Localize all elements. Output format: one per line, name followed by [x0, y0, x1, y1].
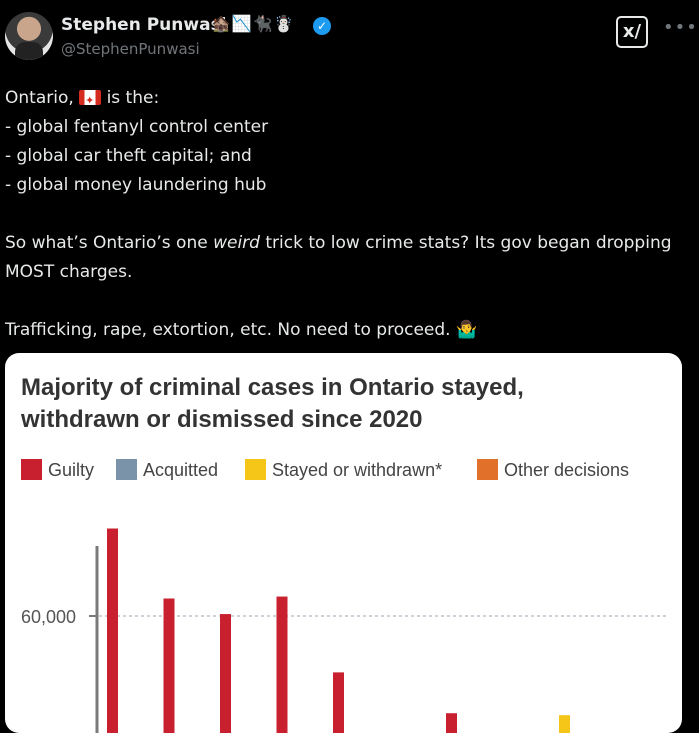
bar-guilty-3 [277, 597, 288, 733]
chart-plot: 60,000 [5, 353, 682, 733]
bar-guilty-6 [446, 713, 457, 733]
canada-flag-icon [79, 90, 101, 105]
bar-guilty-2 [220, 614, 231, 733]
tweet-bullet: - global fentanyl control center [5, 113, 685, 142]
tweet-bullet: - global car theft capital; and [5, 142, 685, 171]
tweet-image-chart[interactable]: Majority of criminal cases in Ontario st… [5, 353, 682, 733]
avatar[interactable] [5, 12, 53, 60]
tweet-paragraph-2: So what’s Ontario’s one weird trick to l… [5, 229, 685, 287]
y-tick-label: 60,000 [21, 607, 76, 627]
tweet-line-1: Ontario, is the: [5, 84, 685, 113]
author-name[interactable]: Stephen Punwasi [61, 15, 227, 35]
grok-icon[interactable]: x/ [616, 16, 648, 48]
more-icon[interactable]: ••• [663, 17, 698, 38]
tweet-paragraph-3: Trafficking, rape, extortion, etc. No ne… [5, 316, 685, 345]
verified-badge-icon[interactable]: ✓ [313, 17, 331, 35]
bar-stayed-or-withdrawn-8 [559, 715, 570, 733]
author-handle[interactable]: @StephenPunwasi [61, 40, 200, 58]
bar-guilty-0 [107, 529, 118, 733]
bar-guilty-4 [333, 672, 344, 733]
bar-guilty-1 [164, 599, 175, 733]
author-name-emojis: 🏚️📉🐈‍⬛☃️ [211, 14, 295, 33]
tweet-bullet: - global money laundering hub [5, 171, 685, 200]
tweet-text: Ontario, is the: - global fentanyl contr… [5, 84, 685, 345]
tweet-header: Stephen Punwasi 🏚️📉🐈‍⬛☃️ ✓ @StephenPunwa… [0, 0, 699, 70]
shrug-emoji: 🤷‍♂️ [456, 320, 477, 340]
